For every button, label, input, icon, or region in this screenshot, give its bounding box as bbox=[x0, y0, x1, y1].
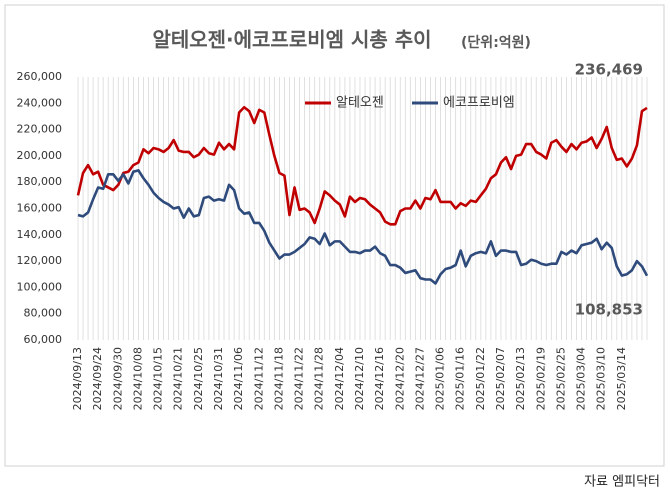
x-tick-label: 2025/02/19 bbox=[534, 347, 547, 410]
source: 자료 엠피닥터 bbox=[584, 475, 660, 490]
data-label: 108,853 bbox=[575, 300, 643, 318]
x-tick-label: 2024/10/08 bbox=[131, 347, 144, 410]
x-tick-label: 2024/09/13 bbox=[71, 347, 84, 410]
x-tick-label: 2025/03/04 bbox=[575, 347, 588, 410]
legend-label: 에코프로비엠 bbox=[443, 96, 515, 111]
grid bbox=[77, 77, 648, 340]
x-tick-label: 2024/11/22 bbox=[293, 347, 306, 410]
x-tick-label: 2024/10/21 bbox=[172, 347, 185, 410]
x-tick-label: 2024/10/25 bbox=[192, 347, 205, 410]
chart-subtitle: (단위:억원) bbox=[461, 34, 531, 51]
x-tick-label: 2025/02/07 bbox=[494, 347, 507, 410]
x-tick-label: 2024/12/27 bbox=[413, 347, 426, 410]
x-tick-label: 2025/03/14 bbox=[615, 347, 628, 410]
y-tick-label: 160,000 bbox=[17, 202, 63, 215]
y-tick-label: 80,000 bbox=[24, 307, 63, 320]
x-tick-label: 2025/01/22 bbox=[474, 347, 487, 410]
x-tick-label: 2025/01/06 bbox=[434, 347, 447, 410]
x-tick-label: 2025/03/10 bbox=[595, 347, 608, 410]
y-tick-label: 220,000 bbox=[17, 123, 63, 136]
x-tick-label: 2024/11/28 bbox=[313, 347, 326, 410]
x-tick-label: 2024/10/31 bbox=[212, 347, 225, 410]
y-tick-label: 100,000 bbox=[17, 280, 63, 293]
series-line bbox=[77, 169, 649, 285]
x-tick-label: 2024/11/06 bbox=[232, 347, 245, 410]
y-tick-label: 240,000 bbox=[17, 96, 63, 109]
x-tick-label: 2025/01/16 bbox=[454, 347, 467, 410]
y-tick-label: 60,000 bbox=[24, 333, 63, 346]
x-tick-label: 2024/11/12 bbox=[252, 347, 265, 410]
y-tick-label: 180,000 bbox=[17, 175, 63, 188]
x-tick-label: 2024/12/04 bbox=[333, 347, 346, 410]
x-tick-label: 2025/02/25 bbox=[554, 347, 567, 410]
x-tick-label: 2024/12/20 bbox=[393, 347, 406, 410]
x-tick-label: 2024/12/10 bbox=[353, 347, 366, 410]
y-tick-label: 200,000 bbox=[17, 149, 63, 162]
x-tick-label: 2024/11/18 bbox=[272, 347, 285, 410]
y-tick-label: 120,000 bbox=[17, 254, 63, 267]
legend-label: 알테오젠 bbox=[336, 96, 384, 111]
data-label: 236,469 bbox=[575, 60, 643, 78]
x-tick-label: 2025/02/13 bbox=[514, 347, 527, 410]
chart-title: 알테오젠·에코프로비엠 시총 추이 bbox=[152, 28, 431, 52]
x-tick-label: 2024/10/15 bbox=[152, 347, 165, 410]
x-tick-label: 2024/09/30 bbox=[111, 347, 124, 410]
x-tick-label: 2024/12/16 bbox=[373, 347, 386, 410]
y-tick-label: 260,000 bbox=[17, 70, 63, 83]
series-line bbox=[76, 105, 648, 226]
y-tick-label: 140,000 bbox=[17, 228, 63, 241]
x-tick-label: 2024/09/24 bbox=[91, 347, 104, 410]
